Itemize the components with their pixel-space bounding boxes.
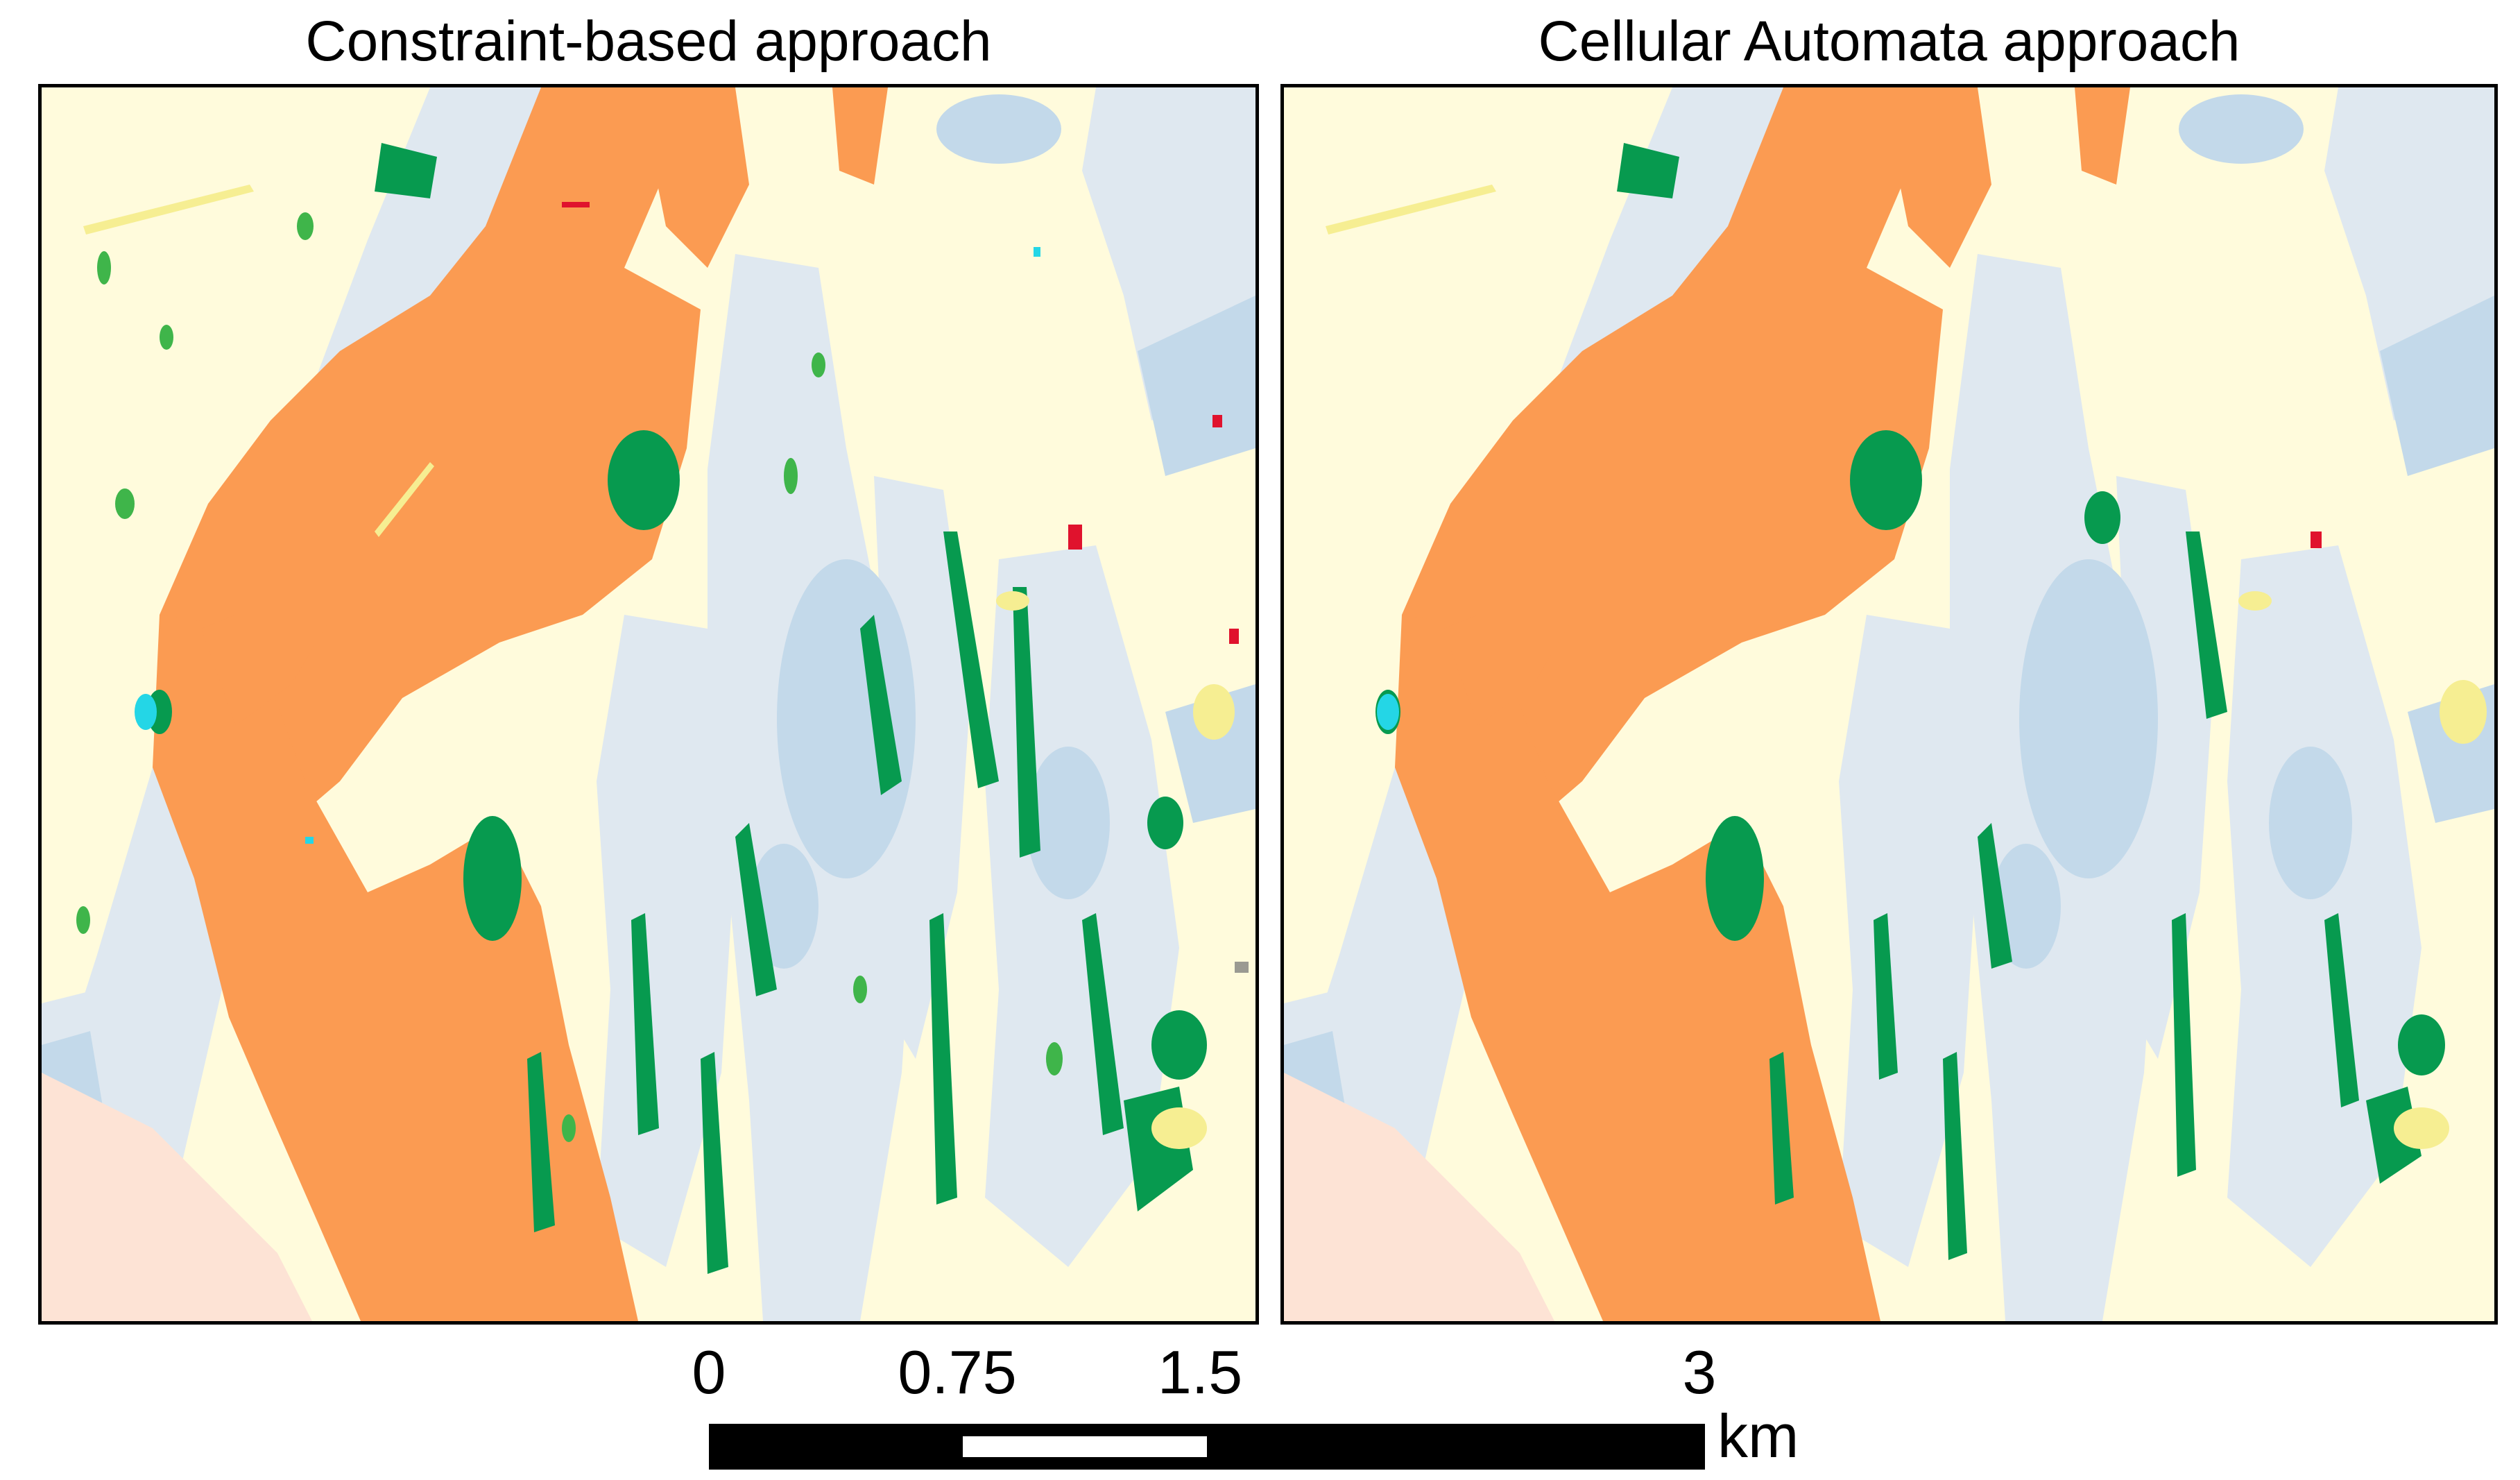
- map-layer-green-patches: [1375, 143, 2445, 1260]
- cellular-automata-map-canvas: [1284, 87, 2494, 1321]
- map-layer-yellow: [83, 185, 1235, 1149]
- left-panel-title: Constraint-based approach: [305, 10, 992, 73]
- scale-bar-segment-white: [963, 1436, 1207, 1457]
- scale-tick-label-0: 0: [692, 1338, 726, 1406]
- constraint-based-map: [38, 84, 1259, 1325]
- map-layer-pink: [1284, 1073, 1554, 1321]
- map-layer-accents: [135, 202, 1249, 973]
- map-layer-orange: [1395, 87, 2130, 1321]
- scale-tick-label-0-75: 0.75: [898, 1338, 1017, 1406]
- scale-tick-label-3: 3: [1682, 1338, 1717, 1406]
- map-layer-orange: [153, 87, 888, 1321]
- map-layer-green-specks: [76, 212, 1063, 1142]
- map-layer-yellow: [1326, 185, 2487, 1149]
- scale-tick-label-1-5: 1.5: [1157, 1338, 1243, 1406]
- scale-bar: [709, 1424, 1705, 1470]
- constraint-based-map-canvas: [42, 87, 1255, 1321]
- scale-unit-label: km: [1717, 1402, 1799, 1470]
- map-layer-pink: [42, 1073, 312, 1321]
- map-layer-accents: [1377, 531, 2322, 730]
- cellular-automata-map: [1280, 84, 2498, 1325]
- right-panel-title: Cellular Automata approach: [1538, 10, 2240, 73]
